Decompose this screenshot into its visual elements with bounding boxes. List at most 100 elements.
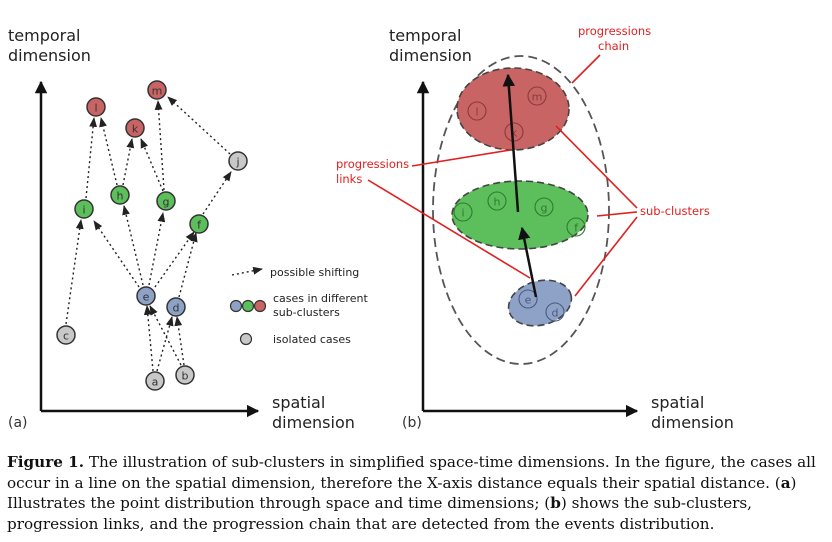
edge-b-d [174, 316, 185, 366]
caption-label: Figure 1. [7, 453, 85, 471]
svg-text:e: e [525, 294, 532, 307]
b-node-e: e [518, 289, 538, 309]
node-j: j [228, 151, 248, 171]
edge-a-e [143, 305, 154, 372]
legend-isolated-dot [239, 332, 253, 346]
panel-label-a: (a) [8, 415, 28, 431]
caption-text-1: The illustration of sub-clusters in simp… [7, 453, 816, 492]
node-a: a [145, 371, 165, 391]
progression-chain-label: progressions chain [578, 24, 655, 53]
svg-text:m: m [152, 85, 163, 98]
svg-text:k: k [511, 127, 518, 140]
svg-text:f: f [574, 222, 579, 235]
links-pointer-bottom [367, 179, 531, 279]
b-node-f: f [566, 217, 586, 237]
legend-blue-dot [229, 299, 243, 313]
node-l: l [86, 97, 106, 117]
legend-red-dot [253, 299, 267, 313]
edge-a-d [156, 316, 174, 372]
svg-text:d: d [173, 302, 180, 315]
b-node-g: g [534, 197, 554, 217]
svg-text:h: h [494, 196, 501, 209]
svg-text:f: f [197, 219, 202, 232]
edge-g-k [140, 138, 164, 192]
progression-arrow-blue-green [518, 226, 538, 298]
legend-shifting-label: possible shifting [270, 266, 359, 279]
edge-e-g [148, 212, 166, 286]
y-axis-label: temporal dimension [8, 26, 91, 65]
node-i: i [74, 199, 94, 219]
edge-e-h [122, 205, 144, 286]
node-h: h [110, 185, 130, 205]
subclusters-pointer-red [555, 125, 638, 209]
edge-c-i [65, 219, 84, 325]
edge-h-k [122, 138, 135, 186]
svg-text:h: h [117, 190, 124, 203]
caption-text-2: ) Illustrates the point distribution thr… [7, 473, 797, 513]
legend-isolated-label: isolated cases [273, 333, 351, 346]
svg-text:a: a [152, 376, 159, 389]
chain-pointer [571, 54, 601, 84]
svg-text:g: g [163, 196, 170, 209]
svg-text:j: j [235, 156, 239, 169]
edge-h-l [99, 117, 118, 186]
blue-subcluster [507, 279, 573, 327]
progression-arrows [502, 73, 538, 298]
green-subcluster [451, 180, 589, 250]
edge-j-m [167, 96, 231, 155]
links-pointer-top [411, 149, 511, 167]
b-node-d: d [545, 302, 565, 322]
figure-caption: Figure 1. The illustration of sub-cluste… [7, 452, 822, 534]
blue-subcluster-nodes: e d [518, 289, 565, 322]
svg-text:d: d [552, 307, 559, 320]
svg-text:m: m [532, 91, 543, 104]
svg-text:l: l [94, 102, 97, 115]
svg-text:c: c [63, 330, 69, 343]
x-axis-label: spatial dimension [272, 393, 355, 432]
svg-text:g: g [541, 202, 548, 215]
b-node-h: h [487, 191, 507, 211]
edge-g-m [154, 100, 165, 191]
svg-text:e: e [143, 291, 150, 304]
b-node-l: l [467, 101, 487, 121]
legend-shifting-symbol [231, 266, 263, 276]
x-axis-label-b: spatial dimension [651, 393, 734, 432]
node-k: k [125, 118, 145, 138]
edge-e-i [93, 220, 140, 288]
panel-label-b: (b) [402, 415, 422, 431]
b-node-m: m [527, 86, 547, 106]
caption-ref-b: b [550, 494, 561, 512]
panel-b: temporal dimension spatial dimension (b)… [336, 24, 734, 432]
shifting-edges [65, 96, 232, 372]
edge-e-f [154, 231, 195, 288]
subclusters-pointer-blue [574, 216, 638, 297]
node-f: f [189, 214, 209, 234]
green-subcluster-nodes: i h g f [453, 191, 586, 237]
node-m: m [147, 80, 167, 100]
node-d: d [166, 297, 186, 317]
svg-text:i: i [82, 204, 85, 217]
edge-f-j [202, 171, 232, 215]
svg-text:k: k [132, 123, 139, 136]
annotation-lines [367, 54, 638, 297]
y-axis-label-b: temporal dimension [389, 26, 472, 65]
edge-d-f [178, 232, 198, 298]
caption-ref-a: a [780, 473, 791, 492]
node-b: b [175, 365, 195, 385]
edge-b-e [149, 305, 182, 366]
caption-text-3: ) shows the sub-clusters, progression li… [7, 494, 752, 533]
node-g: g [156, 191, 176, 211]
figure-diagram: temporal dimension spatial dimension (a) [8, 24, 734, 432]
progression-arrow-green-red [502, 73, 520, 213]
svg-text:b: b [182, 370, 189, 383]
legend-green-dot [241, 299, 255, 313]
b-node-i: i [453, 202, 473, 222]
edge-i-l [85, 117, 98, 199]
node-e: e [136, 286, 156, 306]
svg-text:l: l [475, 106, 478, 119]
panel-a: temporal dimension spatial dimension (a) [8, 26, 371, 432]
legend-subclusters-label: cases in different sub-clusters [273, 292, 371, 319]
legend: possible shifting cases in different sub… [229, 266, 371, 346]
subclusters-pointer-green [596, 211, 638, 217]
progression-links-label: progressions links [336, 157, 413, 186]
